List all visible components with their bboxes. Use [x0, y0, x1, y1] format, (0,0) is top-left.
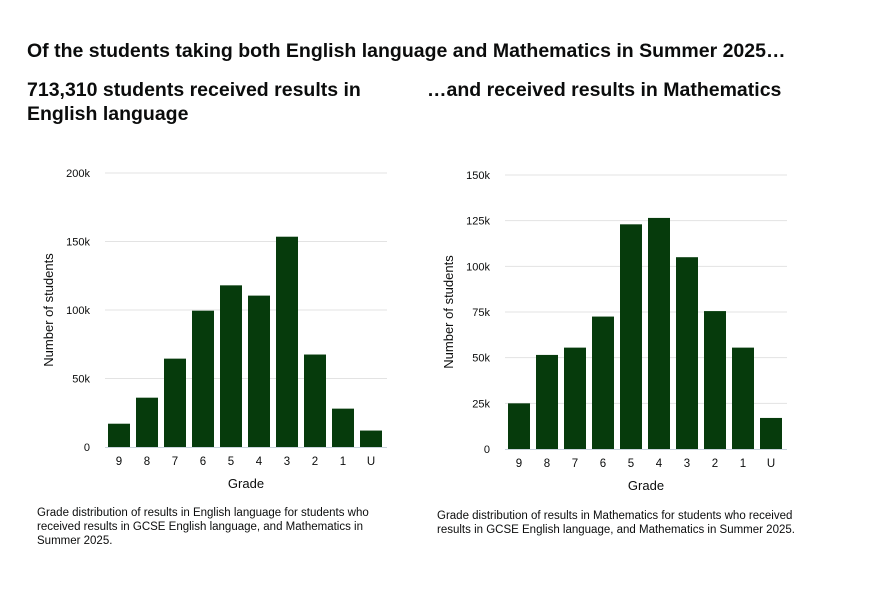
x-tick-label: 1: [340, 456, 346, 468]
bar-grade-8[interactable]: [536, 354, 558, 449]
x-tick-label: 8: [544, 458, 550, 470]
page-headline: Of the students taking both English lang…: [27, 40, 786, 62]
x-axis-title: Grade: [628, 478, 664, 493]
y-tick-label: 0: [484, 444, 490, 456]
x-axis-title: Grade: [228, 476, 264, 491]
y-tick-label: 150k: [466, 170, 490, 182]
bar-grade-9[interactable]: [108, 423, 130, 447]
y-tick-label: 0: [84, 442, 90, 454]
x-tick-label: 8: [144, 456, 150, 468]
bar-grade-4[interactable]: [248, 295, 270, 447]
x-tick-label: 3: [284, 456, 290, 468]
bar-grade-5[interactable]: [220, 285, 242, 447]
y-axis-title: Number of students: [41, 253, 56, 367]
x-tick-label: 7: [172, 456, 178, 468]
y-tick-label: 25k: [472, 398, 490, 410]
bar-grade-1[interactable]: [332, 408, 354, 447]
bar-grade-2[interactable]: [304, 354, 326, 447]
bar-grade-6[interactable]: [192, 310, 214, 447]
x-tick-label: 9: [516, 458, 522, 470]
bar-grade-7[interactable]: [564, 347, 586, 449]
bar-grade-9[interactable]: [508, 403, 530, 449]
bar-grade-U[interactable]: [760, 417, 782, 449]
bar-grade-6[interactable]: [592, 316, 614, 449]
x-tick-label: 5: [228, 456, 234, 468]
maths-chart-title: …and received results in Mathematics: [427, 79, 782, 101]
english-chart-caption: Grade distribution of results in English…: [37, 507, 369, 547]
bar-grade-7[interactable]: [164, 358, 186, 447]
y-tick-label: 100k: [466, 261, 490, 273]
y-axis-title: Number of students: [441, 255, 456, 369]
bar-grade-1[interactable]: [732, 347, 754, 449]
english-chart-title: 713,310 students received results in Eng…: [27, 79, 361, 125]
bar-grade-3[interactable]: [676, 257, 698, 449]
x-tick-label: 7: [572, 458, 578, 470]
y-tick-label: 200k: [66, 168, 90, 180]
y-tick-label: 125k: [466, 216, 490, 228]
bar-grade-8[interactable]: [136, 397, 158, 447]
bar-grade-4[interactable]: [648, 217, 670, 449]
x-tick-label: 2: [312, 456, 318, 468]
x-tick-label: 4: [256, 456, 263, 468]
bar-grade-2[interactable]: [704, 311, 726, 449]
x-tick-label: 4: [656, 458, 663, 470]
y-tick-label: 100k: [66, 305, 90, 317]
x-tick-label: 3: [684, 458, 690, 470]
x-tick-label: 2: [712, 458, 718, 470]
y-tick-label: 50k: [472, 353, 490, 365]
x-tick-label: 9: [116, 456, 122, 468]
bar-grade-U[interactable]: [360, 430, 382, 447]
y-tick-label: 50k: [72, 374, 90, 386]
x-tick-label: U: [767, 458, 775, 470]
bar-grade-5[interactable]: [620, 224, 642, 449]
x-tick-label: 1: [740, 458, 746, 470]
bar-grade-3[interactable]: [276, 236, 298, 447]
y-tick-label: 150k: [66, 237, 90, 249]
x-tick-label: U: [367, 456, 375, 468]
x-tick-label: 6: [600, 458, 606, 470]
y-tick-label: 75k: [472, 307, 490, 319]
x-tick-label: 6: [200, 456, 206, 468]
x-tick-label: 5: [628, 458, 634, 470]
maths-chart-caption: Grade distribution of results in Mathema…: [437, 510, 795, 536]
